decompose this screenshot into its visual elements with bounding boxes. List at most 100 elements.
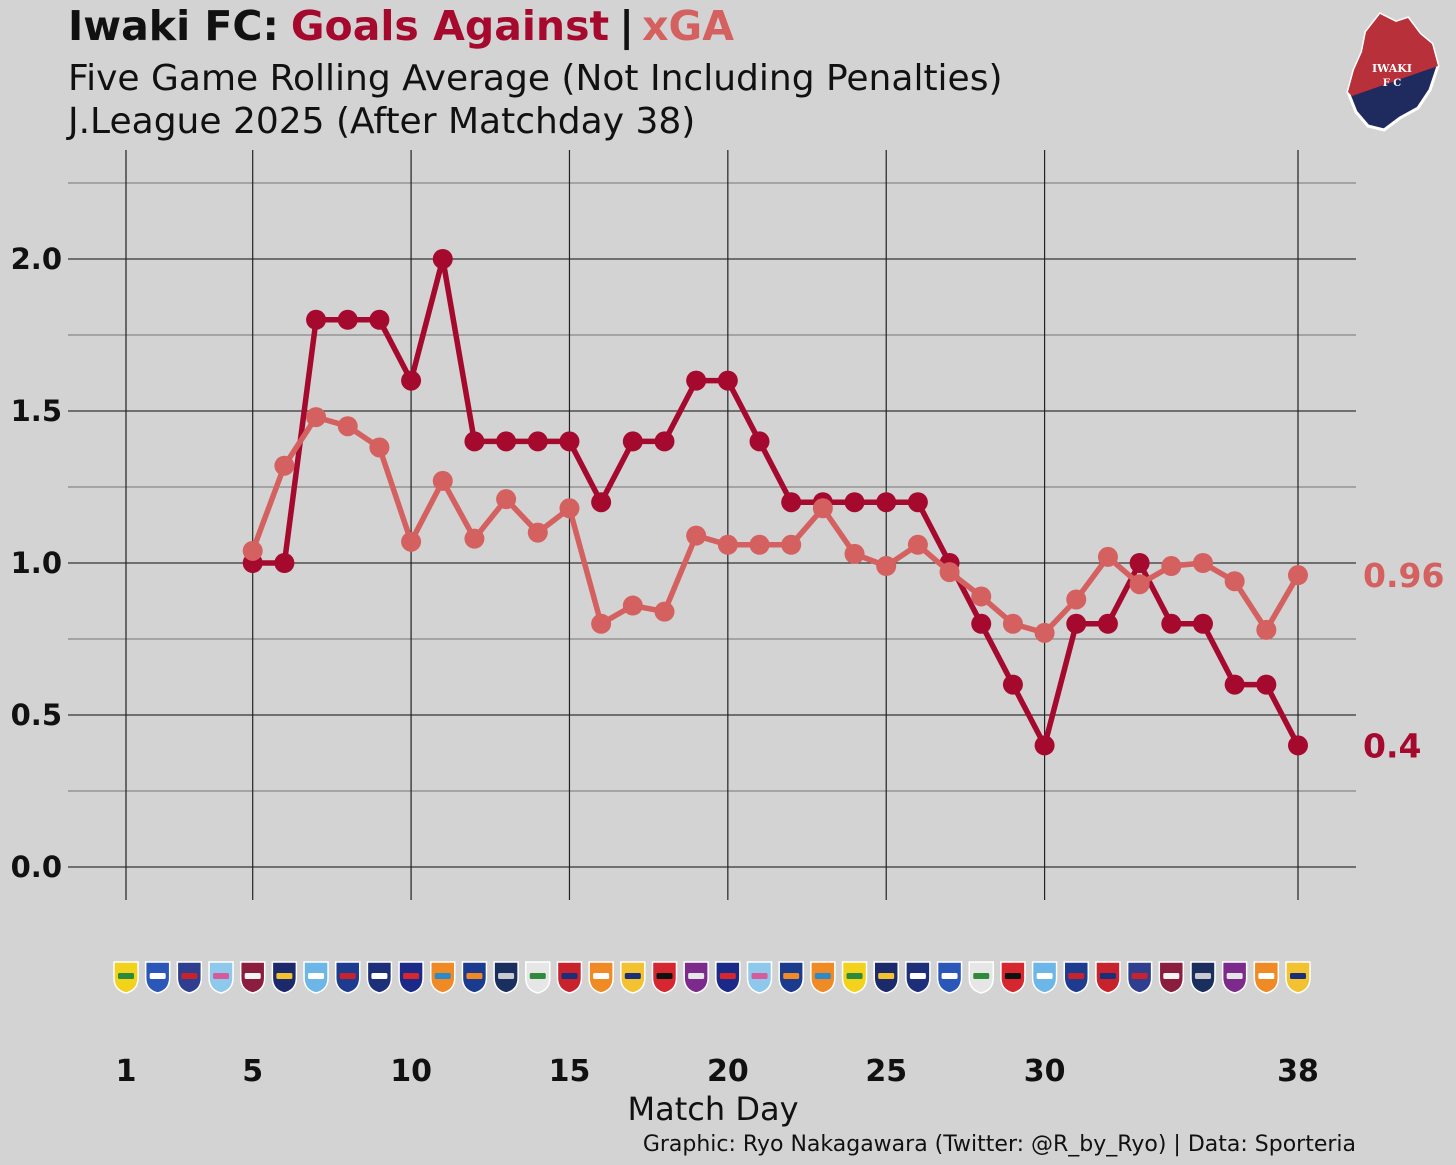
tokushima-vortis-icon — [1126, 961, 1153, 994]
montedio-yamagata-icon — [1063, 961, 1090, 994]
logo-band — [466, 973, 483, 979]
yokohama-fc-icon — [1031, 961, 1058, 994]
point-xga — [1192, 553, 1213, 573]
kataller-toyama-icon — [398, 961, 424, 994]
title-goals-against: Goals Against — [291, 2, 609, 50]
logo-band — [593, 973, 610, 979]
point-xga — [306, 407, 327, 428]
x-tick-label: 10 — [390, 1054, 432, 1089]
point-goals-against — [591, 492, 612, 513]
ehime-fc-icon — [810, 961, 836, 994]
title-xga: xGA — [642, 2, 734, 50]
x-tick-label: 30 — [1024, 1054, 1066, 1089]
sagan-tosu-icon — [208, 961, 234, 994]
point-xga — [1161, 556, 1182, 577]
end-labels: 0.4 0.96 — [1363, 556, 1444, 765]
grid-lines — [68, 150, 1356, 900]
logo-band — [719, 973, 736, 979]
jubilo-iwata-icon — [936, 961, 963, 994]
tochigi-sc-icon — [968, 961, 994, 994]
point-xga — [496, 489, 517, 510]
point-xga — [1256, 619, 1277, 640]
y-tick-label: 1.0 — [11, 546, 62, 580]
series-line-xga — [249, 414, 1301, 636]
point-goals-against — [1192, 613, 1213, 634]
x-tick-label: 38 — [1277, 1054, 1319, 1089]
subtitle-line-2: J.League 2025 (After Matchday 38) — [66, 101, 695, 142]
point-goals-against — [876, 492, 897, 513]
chart-title: Iwaki FC: Goals Against | xGA — [68, 2, 734, 51]
logo-band — [213, 973, 230, 979]
point-xga — [939, 562, 960, 583]
logo-band — [973, 973, 990, 979]
point-goals-against — [686, 370, 707, 391]
point-goals-against — [781, 492, 802, 513]
point-xga — [781, 534, 802, 555]
point-goals-against — [1161, 613, 1182, 634]
series-line-goals-against — [249, 256, 1301, 749]
point-goals-against — [622, 431, 643, 452]
y-tick-label: 0.0 — [11, 850, 62, 884]
point-goals-against — [527, 431, 548, 452]
end-label-xga: 0.96 — [1363, 556, 1444, 595]
point-goals-against — [432, 249, 453, 269]
point-goals-against — [559, 431, 580, 452]
consadole-sapporo-icon — [651, 961, 678, 994]
fujieda-myfc-icon — [1221, 961, 1248, 994]
jef-united-icon — [841, 961, 868, 994]
kataller-toyama-icon — [715, 961, 741, 994]
point-goals-against — [1034, 735, 1055, 756]
consadole-sapporo-icon — [1000, 961, 1026, 994]
point-xga — [654, 601, 675, 622]
point-xga — [717, 534, 738, 555]
point-goals-against — [369, 309, 390, 330]
point-xga — [432, 470, 453, 491]
roasso-kumamoto-icon — [556, 961, 583, 994]
logo-band — [909, 973, 926, 979]
point-goals-against — [1256, 674, 1277, 695]
series-layer — [242, 249, 1308, 756]
logo-band — [434, 973, 451, 979]
iwaki-fc-crest-icon: IWAKI F C — [1346, 12, 1440, 132]
point-goals-against — [717, 370, 738, 391]
tochigi-sc-icon — [525, 961, 551, 994]
title-team: Iwaki FC: — [68, 2, 279, 50]
blaublitz-akita-icon — [905, 961, 931, 994]
y-tick-label: 1.5 — [11, 394, 62, 428]
point-xga — [559, 498, 580, 519]
yokohama-fc-icon — [303, 961, 329, 994]
point-goals-against — [1097, 613, 1118, 634]
x-tick-label: 1 — [116, 1054, 137, 1089]
jubilo-iwata-icon — [144, 961, 171, 994]
logo-band — [1226, 973, 1243, 979]
crest-text-1: IWAKI — [1372, 62, 1412, 75]
logo-band — [624, 973, 641, 979]
caption: Graphic: Ryo Nakagawara (Twitter: @R_by_… — [643, 1132, 1356, 1157]
mito-hollyhock-icon — [873, 961, 899, 994]
point-xga — [464, 528, 485, 549]
crest-text-2: F C — [1383, 78, 1402, 89]
point-goals-against — [496, 431, 517, 452]
logo-band — [814, 973, 831, 979]
point-xga — [844, 543, 865, 564]
vegalta-sendai-icon — [1285, 961, 1311, 994]
logo-band — [1131, 973, 1148, 979]
subtitle-line-1: Five Game Rolling Average (Not Including… — [68, 58, 1003, 99]
renofa-yamaguchi-icon — [1253, 961, 1280, 994]
ehime-fc-icon — [430, 961, 456, 994]
point-goals-against — [844, 492, 865, 513]
y-tick-label: 0.5 — [11, 698, 62, 732]
sagan-tosu-icon — [746, 961, 773, 994]
fagiano-okayama-icon — [239, 961, 266, 994]
point-xga — [274, 455, 295, 476]
logo-band — [1036, 973, 1053, 979]
point-xga — [812, 498, 833, 519]
blaublitz-akita-icon — [366, 961, 393, 994]
point-xga — [622, 595, 643, 616]
logo-band — [181, 973, 198, 979]
logo-band — [783, 973, 800, 979]
logo-band — [1194, 973, 1211, 979]
point-goals-against — [1129, 553, 1150, 573]
x-tick-label: 20 — [707, 1054, 749, 1089]
logo-band — [1258, 973, 1275, 979]
